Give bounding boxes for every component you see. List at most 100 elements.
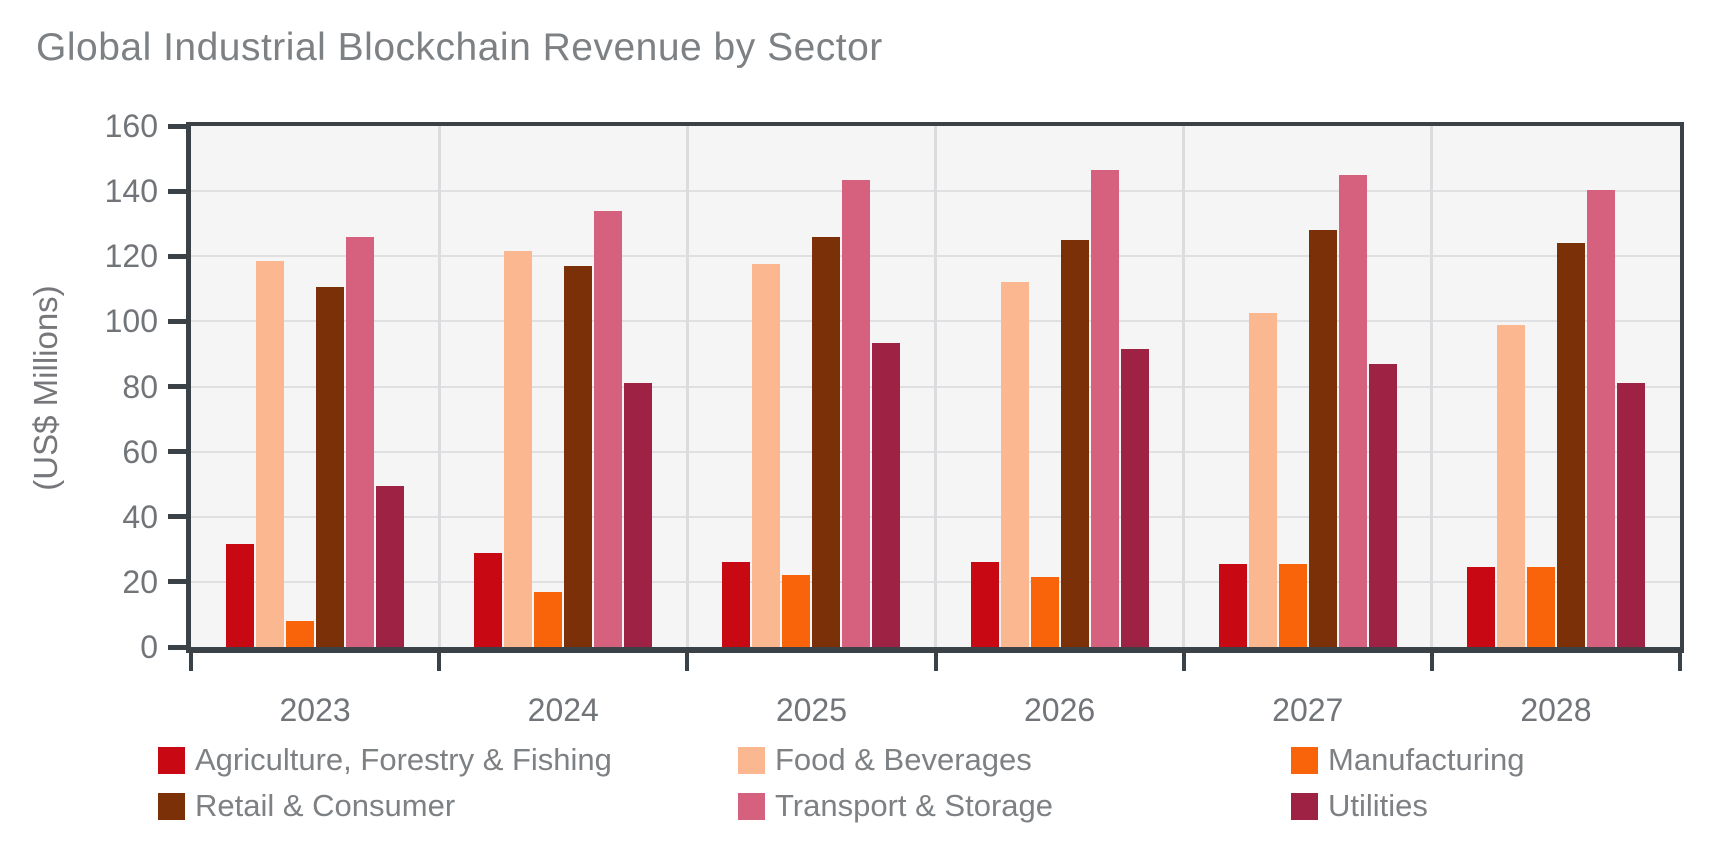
bar-food-beverages-2028 — [1496, 324, 1525, 647]
legend-swatch-transport-storage — [738, 792, 765, 820]
x-tick-mark-4 — [1181, 653, 1186, 671]
bar-transport-storage-2027 — [1338, 174, 1367, 647]
bar-manufacturing-2027 — [1278, 563, 1307, 647]
legend-swatch-utilities — [1291, 792, 1318, 820]
bar-manufacturing-2026 — [1030, 577, 1059, 647]
bar-manufacturing-2025 — [782, 575, 811, 647]
gridline-x-boundary-2 — [685, 126, 689, 647]
x-tick-mark-3 — [933, 653, 938, 671]
y-tick-label-160: 160 — [104, 108, 158, 144]
legend-swatch-retail-consumer — [158, 792, 185, 820]
bar-utilities-2026 — [1120, 349, 1149, 647]
bar-agriculture-forestry-fishing-2027 — [1218, 563, 1247, 647]
y-tick-mark-120 — [168, 253, 186, 259]
bar-utilities-2025 — [872, 342, 901, 647]
y-tick-label-40: 40 — [122, 498, 158, 535]
y-tick-mark-80 — [168, 384, 186, 389]
legend-swatch-food-beverages — [738, 746, 765, 774]
x-category-label-2026: 2026 — [1023, 692, 1096, 728]
legend-label-manufacturing: Manufacturing — [1328, 742, 1525, 777]
legend-swatch-agriculture-forestry-fishing — [158, 746, 185, 774]
x-tick-mark-2 — [685, 653, 690, 671]
y-tick-mark-0 — [168, 644, 186, 650]
legend-item-agriculture-forestry-fishing: Agriculture, Forestry & Fishing — [158, 742, 738, 777]
y-tick-label-20: 20 — [122, 563, 158, 600]
legend-item-utilities: Utilities — [1291, 788, 1638, 823]
bar-group-2026 — [936, 126, 1184, 647]
bar-agriculture-forestry-fishing-2024 — [474, 552, 503, 647]
x-tick-mark-0 — [189, 653, 193, 671]
x-category-label-2025: 2025 — [775, 692, 847, 728]
y-tick-label-60: 60 — [122, 433, 158, 470]
legend-label-retail-consumer: Retail & Consumer — [195, 788, 456, 823]
legend-label-utilities: Utilities — [1328, 788, 1428, 823]
bar-utilities-2028 — [1616, 383, 1645, 647]
x-tick-mark-6 — [1678, 653, 1682, 671]
x-category-label-2024: 2024 — [527, 692, 599, 728]
bar-manufacturing-2024 — [534, 591, 563, 647]
x-category-label-2027: 2027 — [1272, 692, 1344, 728]
chart-title: Global Industrial Blockchain Revenue by … — [36, 26, 883, 69]
legend-item-manufacturing: Manufacturing — [1291, 742, 1638, 777]
bar-transport-storage-2025 — [842, 179, 871, 647]
x-category-label-2028: 2028 — [1520, 692, 1592, 728]
bar-food-beverages-2025 — [752, 264, 781, 647]
bar-group-2027 — [1184, 126, 1432, 647]
y-tick-label-100: 100 — [104, 303, 158, 340]
gridline-x-boundary-4 — [1182, 126, 1186, 647]
gridline-x-boundary-5 — [1430, 126, 1434, 647]
bar-retail-consumer-2028 — [1556, 243, 1585, 647]
bar-group-2024 — [439, 126, 687, 647]
legend-item-food-beverages: Food & Beverages — [738, 742, 1291, 777]
bar-group-2025 — [687, 126, 935, 647]
y-tick-mark-20 — [168, 579, 186, 585]
plot-area — [186, 122, 1684, 653]
bar-manufacturing-2028 — [1526, 567, 1555, 647]
bar-food-beverages-2023 — [256, 261, 285, 647]
y-tick-label-80: 80 — [122, 368, 158, 405]
legend: Agriculture, Forestry & Fishing Food & Be… — [158, 742, 1638, 823]
bar-agriculture-forestry-fishing-2028 — [1466, 567, 1495, 647]
legend-label-food-beverages: Food & Beverages — [775, 742, 1032, 777]
y-tick-mark-100 — [168, 318, 186, 324]
bar-retail-consumer-2024 — [564, 266, 593, 647]
y-tick-label-140: 140 — [104, 173, 158, 210]
bar-food-beverages-2026 — [1000, 282, 1029, 647]
legend-label-transport-storage: Transport & Storage — [775, 788, 1053, 823]
bar-group-2028 — [1432, 126, 1680, 647]
bar-agriculture-forestry-fishing-2026 — [970, 562, 999, 647]
y-tick-mark-140 — [168, 188, 186, 194]
bar-transport-storage-2026 — [1090, 169, 1119, 647]
bar-agriculture-forestry-fishing-2025 — [722, 562, 751, 647]
y-tick-label-0: 0 — [140, 629, 158, 665]
bar-group-2023 — [191, 126, 439, 647]
gridline-x-boundary-3 — [934, 126, 937, 647]
bar-transport-storage-2023 — [346, 236, 375, 647]
bar-transport-storage-2024 — [594, 210, 623, 647]
bar-retail-consumer-2023 — [316, 287, 345, 647]
bar-agriculture-forestry-fishing-2023 — [226, 544, 255, 647]
y-tick-label-120: 120 — [104, 238, 158, 275]
bar-retail-consumer-2026 — [1060, 239, 1089, 647]
bar-utilities-2024 — [624, 383, 653, 647]
bar-manufacturing-2023 — [286, 620, 315, 647]
bar-transport-storage-2028 — [1586, 189, 1615, 647]
bar-food-beverages-2027 — [1248, 313, 1277, 647]
legend-label-agriculture-forestry-fishing: Agriculture, Forestry & Fishing — [195, 742, 612, 777]
gridline-x-boundary-1 — [437, 126, 441, 647]
bar-utilities-2023 — [376, 485, 405, 647]
bar-food-beverages-2024 — [504, 251, 533, 647]
x-category-label-2023: 2023 — [279, 692, 351, 728]
legend-item-retail-consumer: Retail & Consumer — [158, 788, 738, 823]
bar-retail-consumer-2027 — [1308, 230, 1337, 647]
bar-retail-consumer-2025 — [812, 236, 841, 647]
y-tick-mark-40 — [168, 514, 186, 520]
y-tick-mark-60 — [168, 449, 186, 455]
y-tick-mark-160 — [168, 123, 186, 129]
legend-item-transport-storage: Transport & Storage — [738, 788, 1291, 823]
legend-swatch-manufacturing — [1291, 746, 1318, 774]
x-tick-mark-1 — [437, 653, 442, 671]
bar-utilities-2027 — [1368, 363, 1397, 647]
x-tick-mark-5 — [1429, 653, 1434, 671]
